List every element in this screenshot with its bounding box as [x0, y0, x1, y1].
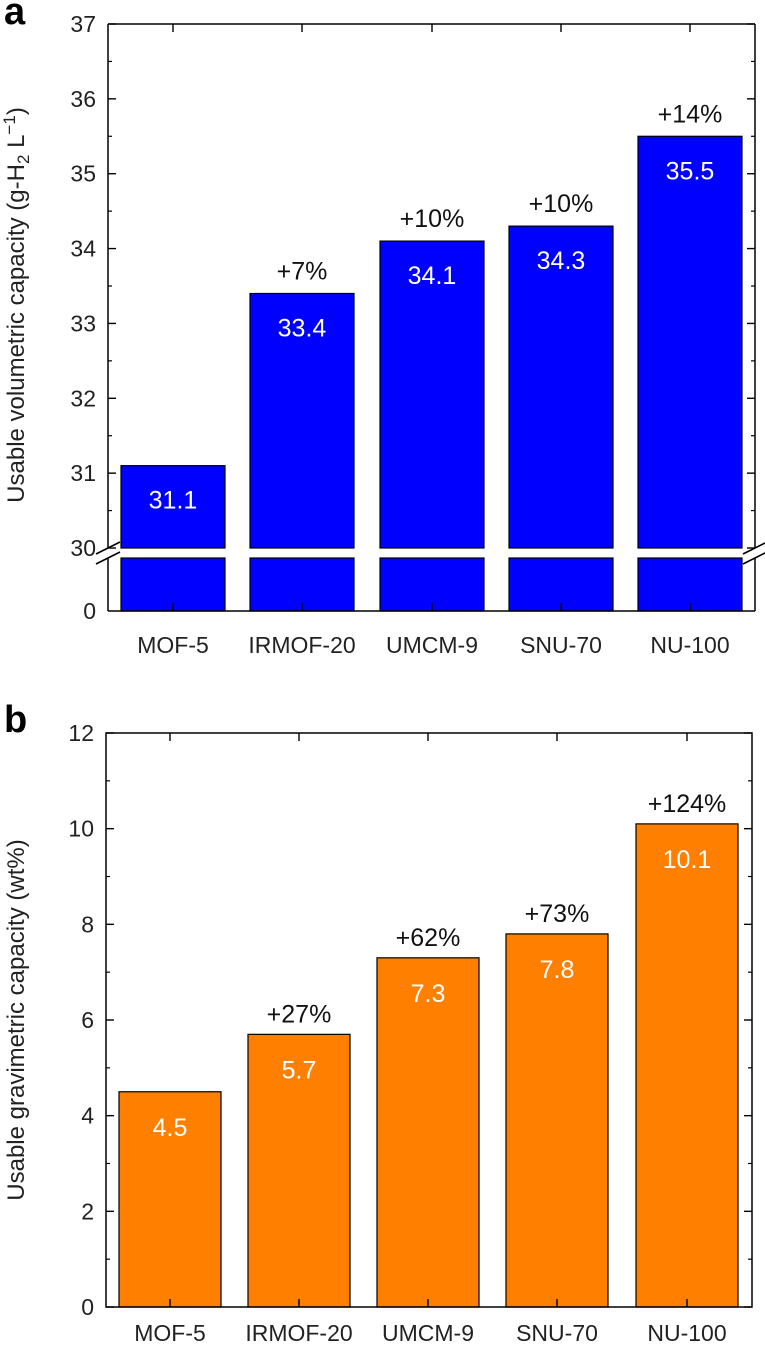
- ytick-label-a-34: 34: [70, 236, 96, 262]
- bar-a-lower-snu-70: [508, 557, 614, 612]
- panel-letter-a: a: [4, 0, 26, 33]
- ytick-label-b-10: 10: [68, 816, 94, 842]
- ytick-label-a-lower-0: 0: [83, 598, 96, 624]
- bar-value-label-b-irmof-20: 5.7: [282, 1056, 317, 1084]
- bar-value-label-a-umcm-9: 34.1: [408, 262, 457, 290]
- bar-value-label-a-mof-5: 31.1: [149, 487, 198, 515]
- category-label-b-umcm-9: UMCM-9: [382, 1320, 474, 1346]
- axis-break-mark-a-left-lower: [95, 551, 121, 565]
- bar-a-umcm-9: [379, 240, 485, 549]
- bar-percent-label-a-umcm-9: +10%: [400, 205, 465, 233]
- bar-value-label-b-snu-70: 7.8: [540, 956, 575, 984]
- bar-a-snu-70: [508, 225, 614, 549]
- ytick-label-a-30: 30: [70, 535, 96, 561]
- bar-a-lower-irmof-20: [249, 557, 355, 612]
- axis-break-mark-a-right-lower: [742, 552, 765, 565]
- bar-b-snu-70: [505, 933, 609, 1308]
- bar-value-label-b-mof-5: 4.5: [153, 1114, 188, 1142]
- ytick-label-b-12: 12: [68, 720, 94, 746]
- bar-percent-label-a-irmof-20: +7%: [277, 257, 328, 285]
- bar-percent-label-b-nu-100: +124%: [648, 790, 727, 818]
- ytick-label-b-8: 8: [81, 911, 94, 937]
- bar-a-irmof-20: [249, 292, 355, 549]
- bar-a-lower-umcm-9: [379, 557, 485, 612]
- ytick-label-b-4: 4: [81, 1103, 94, 1129]
- category-label-b-irmof-20: IRMOF-20: [245, 1320, 352, 1346]
- panel-b-gravimetric-chart: b 4.5 5.7 +27% 7.3 +62% 7.8 +73% 10.1 +124% 0 2 4 6 8 1…: [3, 699, 753, 1346]
- bar-b-mof-5: [118, 1091, 222, 1308]
- bar-b-irmof-20: [247, 1033, 351, 1308]
- category-label-b-snu-70: SNU-70: [516, 1320, 598, 1346]
- bar-value-label-a-irmof-20: 33.4: [278, 314, 327, 342]
- y-axis-title-b: Usable gravimetric capacity (wt%): [3, 839, 30, 1200]
- bar-value-label-b-umcm-9: 7.3: [411, 980, 446, 1008]
- bar-value-label-a-nu-100: 35.5: [666, 157, 715, 185]
- ytick-label-b-0: 0: [81, 1294, 94, 1320]
- ytick-label-a-35: 35: [70, 161, 96, 187]
- bar-value-label-a-snu-70: 34.3: [537, 247, 586, 275]
- category-label-a-irmof-20: IRMOF-20: [248, 632, 355, 658]
- bar-a-nu-100: [637, 135, 743, 549]
- y-axis-title-a: Usable volumetric capacity (g-H2 L−1): [0, 107, 33, 503]
- panel-letter-b: b: [4, 699, 27, 741]
- ytick-label-b-2: 2: [81, 1198, 94, 1224]
- ytick-label-a-33: 33: [70, 310, 96, 336]
- ytick-label-a-37: 37: [70, 11, 96, 37]
- bar-a-lower-mof-5: [120, 557, 226, 612]
- bar-percent-label-b-snu-70: +73%: [525, 900, 590, 928]
- ytick-label-b-6: 6: [81, 1007, 94, 1033]
- bar-b-nu-100: [635, 823, 739, 1308]
- bar-b-umcm-9: [376, 957, 480, 1308]
- bar-percent-label-b-irmof-20: +27%: [267, 1000, 332, 1028]
- bar-value-label-b-nu-100: 10.1: [663, 846, 712, 874]
- category-label-a-snu-70: SNU-70: [520, 632, 602, 658]
- bar-a-mof-5: [120, 465, 226, 549]
- bar-percent-label-b-umcm-9: +62%: [396, 924, 461, 952]
- ytick-label-a-31: 31: [70, 460, 96, 486]
- category-label-a-umcm-9: UMCM-9: [386, 632, 478, 658]
- bar-percent-label-a-snu-70: +10%: [529, 190, 594, 218]
- ytick-label-a-36: 36: [70, 86, 96, 112]
- panel-a-volumetric-chart: a 31.1 33.4 +7% 34.1 +10% 34.3 +10% 35.5 +14% 30 31…: [0, 0, 765, 658]
- category-label-b-nu-100: NU-100: [647, 1320, 726, 1346]
- category-label-a-mof-5: MOF-5: [137, 632, 209, 658]
- category-label-a-nu-100: NU-100: [650, 632, 729, 658]
- ytick-label-a-32: 32: [70, 385, 96, 411]
- bar-percent-label-a-nu-100: +14%: [658, 100, 723, 128]
- category-label-b-mof-5: MOF-5: [134, 1320, 206, 1346]
